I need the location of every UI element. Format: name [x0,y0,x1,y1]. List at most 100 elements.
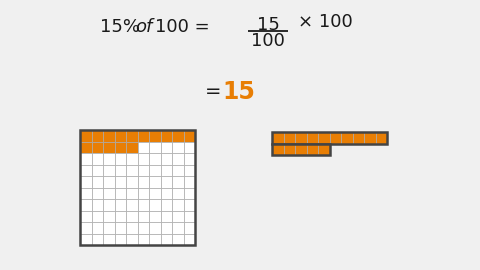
Bar [160,222,172,234]
Bar [137,222,149,234]
Bar [115,222,126,234]
Bar [341,132,352,143]
Bar [160,164,172,176]
Bar [126,130,137,141]
Bar [149,130,160,141]
Bar [103,153,115,164]
Bar [115,176,126,187]
Bar [149,234,160,245]
Bar [103,141,115,153]
Bar [295,143,307,155]
Bar [115,187,126,199]
Bar [80,222,92,234]
Bar [126,199,137,211]
Bar [137,199,149,211]
Bar [103,130,115,141]
Bar [172,176,183,187]
Bar [126,153,137,164]
Bar [103,234,115,245]
Bar [172,130,183,141]
Bar [126,176,137,187]
Bar [103,222,115,234]
Bar [172,153,183,164]
Bar [375,132,387,143]
Bar [352,132,364,143]
Bar [137,130,149,141]
Bar [284,143,295,155]
Bar [183,164,195,176]
Bar [183,234,195,245]
Bar [183,187,195,199]
Bar [80,176,92,187]
Bar [80,164,92,176]
Bar [149,153,160,164]
Bar [92,187,103,199]
Bar [149,222,160,234]
Bar [160,187,172,199]
Bar [115,234,126,245]
Bar [172,234,183,245]
Bar [80,187,92,199]
Bar [115,130,126,141]
Bar [149,211,160,222]
Bar [92,222,103,234]
Bar [80,141,92,153]
Bar [92,234,103,245]
Bar [103,164,115,176]
Bar [137,176,149,187]
Bar [115,199,126,211]
Bar [115,211,126,222]
Bar [183,211,195,222]
Bar [183,153,195,164]
Bar [80,211,92,222]
Bar [80,234,92,245]
Bar [115,164,126,176]
Bar [103,187,115,199]
Bar [92,153,103,164]
Bar [137,164,149,176]
Bar [160,234,172,245]
Bar [149,176,160,187]
Bar [126,164,137,176]
Bar [295,132,307,143]
Bar [183,176,195,187]
Bar [307,132,318,143]
Bar [115,153,126,164]
Bar [172,141,183,153]
Bar [137,141,149,153]
Bar [172,199,183,211]
Bar [137,211,149,222]
Text: 15: 15 [222,80,255,104]
Bar [115,141,126,153]
Bar [172,164,183,176]
Bar [364,132,375,143]
Bar [92,176,103,187]
Bar [160,153,172,164]
Text: 15: 15 [257,16,279,34]
Bar [92,199,103,211]
Bar [92,141,103,153]
Bar [92,164,103,176]
Bar [126,211,137,222]
Bar [80,199,92,211]
Bar [272,132,387,143]
Bar [183,130,195,141]
Text: 100: 100 [251,32,285,50]
Bar [103,199,115,211]
Bar [272,143,329,155]
Text: of: of [135,18,152,36]
Bar [126,222,137,234]
Text: 100 =: 100 = [155,18,210,36]
Bar [126,234,137,245]
Bar [183,199,195,211]
Bar [172,222,183,234]
Bar [149,199,160,211]
Bar [149,187,160,199]
Bar [92,211,103,222]
Bar [183,222,195,234]
Bar [160,141,172,153]
Bar [103,211,115,222]
Bar [172,187,183,199]
Bar [284,132,295,143]
Bar [137,187,149,199]
